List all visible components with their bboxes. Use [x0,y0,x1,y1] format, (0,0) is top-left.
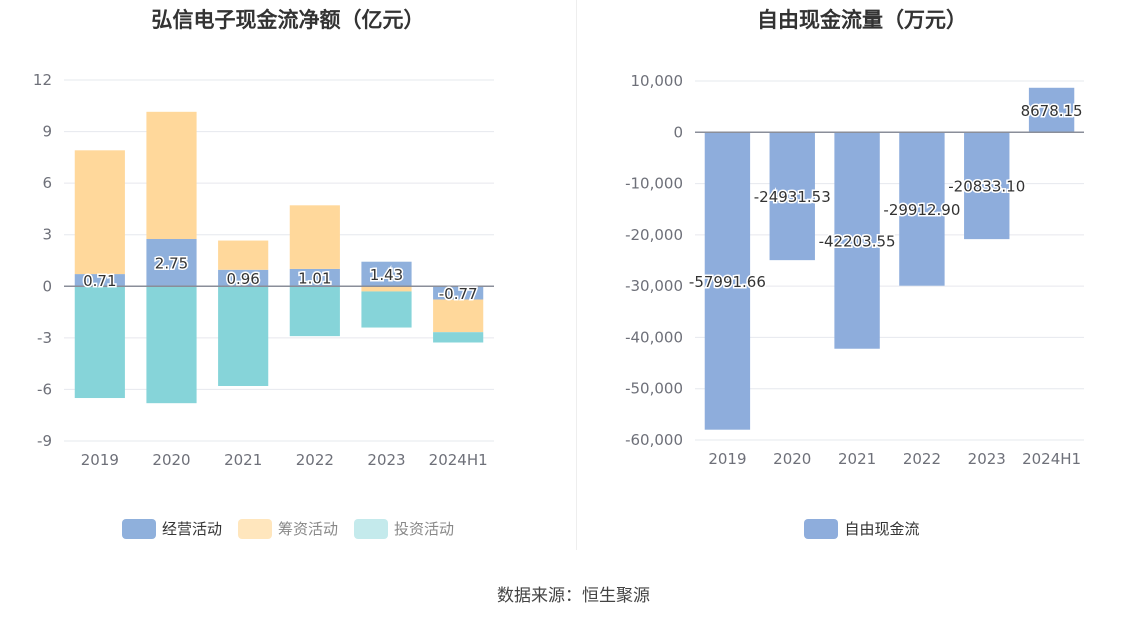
y-tick-label: -6 [37,380,52,398]
bar [146,286,197,404]
bar [218,286,269,386]
cash-flow-net-chart: 弘信电子现金流净额（亿元） 12 9 6 3 0 -3 -6 -9 2019 2020 2021 20… [0,0,576,560]
bar [361,261,412,287]
x-tick-label: 2020 [152,451,190,469]
bar [899,132,945,286]
bar [433,286,484,300]
y-tick-label: 10,000 [631,72,684,90]
x-tick-label: 2019 [81,451,119,469]
cash-flow-chart-title: 弘信电子现金流净额（亿元） [151,8,425,32]
free-cash-flow-chart: 自由现金流量（万元） 10,000 0 -10,000 -20,000 -30,000-… [577,0,1147,560]
data-label: 0.71 [83,272,116,290]
bar [361,291,412,328]
bar [289,286,340,337]
data-label: 1.43 [370,266,403,284]
panel-divider [576,0,577,550]
y-tick-label: 0 [673,123,683,141]
bar [433,332,484,343]
y-tick-label: 3 [42,226,52,244]
y-tick-label: 0 [42,277,52,295]
data-label: -29912.90 [883,201,960,219]
data-label: -57991.66 [689,273,766,291]
data-label: 2.75 [155,255,188,273]
x-tick-label: 2019 [708,450,746,468]
bar [146,111,197,240]
fcf-legend: 自由现金流 [577,518,1147,539]
x-tick-label: 2020 [773,450,811,468]
x-tick-label: 2022 [903,450,941,468]
bar [218,240,269,270]
cash-flow-legend: 经营活动 筹资活动 投资活动 [0,518,576,539]
y-tick-label: 9 [42,123,52,141]
y-tick-label: -60,000 [625,431,683,449]
bar [1028,87,1075,133]
fcf-chart-title: 自由现金流量（万元） [757,8,967,32]
x-tick-label: 2023 [968,450,1006,468]
x-tick-label: 2022 [296,451,334,469]
x-tick-label: 2023 [367,451,405,469]
y-tick-label: -10,000 [625,175,683,193]
bar [74,274,125,287]
x-tick-label: 2021 [838,450,876,468]
bar [433,299,484,333]
x-tick-label: 2024H1 [1022,450,1081,468]
data-label: -42203.55 [819,233,896,251]
bar [289,205,340,269]
legend-label-investing: 投资活动 [394,520,455,538]
bar [74,150,125,275]
bar [964,132,1010,240]
bar [361,286,412,292]
legend-item-investing[interactable]: 投资活动 [354,518,454,539]
legend-label-fcf: 自由现金流 [844,520,920,538]
y-tick-label: -50,000 [625,380,683,398]
legend-item-operating[interactable]: 经营活动 [121,518,222,539]
bar [289,268,340,287]
y-tick-label: -3 [37,329,52,347]
legend-swatch-financing [237,518,272,539]
bar [74,286,125,399]
bar [704,132,751,430]
bar [834,132,880,349]
x-tick-label: 2024H1 [429,451,488,469]
bar [146,239,197,287]
y-tick-label: -9 [37,432,52,450]
data-source-note: 数据来源：恒生聚源 [497,586,650,606]
data-label: -20833.10 [948,178,1025,196]
cash-flow-chart-plot: 12 9 6 3 0 -3 -6 -9 2019 2020 2021 2022 2023 2024H1 0.… [33,71,494,469]
legend-item-financing[interactable]: 筹资活动 [237,518,338,539]
y-tick-label: -30,000 [625,277,683,295]
y-tick-label: -40,000 [625,328,683,346]
data-label: 1.01 [298,270,331,288]
bar [769,132,815,261]
legend-label-operating: 经营活动 [161,520,222,538]
y-tick-label: 12 [33,71,52,89]
data-label: 0.96 [226,270,259,288]
y-tick-label: 6 [42,174,52,192]
legend-item-fcf[interactable]: 自由现金流 [804,518,920,539]
legend-swatch-fcf [804,518,839,539]
data-label: -0.77 [439,285,478,303]
bar [218,269,269,287]
data-label: 8678.15 [1021,102,1083,120]
fcf-chart-plot: 10,000 0 -10,000 -20,000 -30,000 -40,000 -50,0… [625,72,1084,468]
legend-swatch-operating [121,518,156,539]
x-tick-label: 2021 [224,451,262,469]
y-tick-label: -20,000 [625,226,683,244]
legend-label-financing: 筹资活动 [277,520,338,538]
legend-swatch-investing [354,518,388,539]
data-label: -24931.53 [754,188,831,206]
